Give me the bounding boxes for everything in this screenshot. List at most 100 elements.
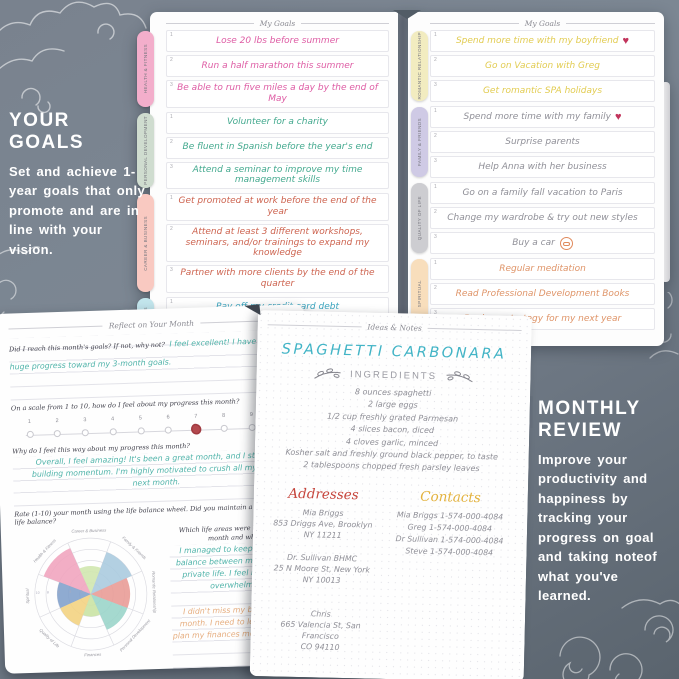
- addresses-column: Addresses Mia Briggs 853 Driggs Ave, Broo…: [260, 485, 383, 666]
- address-block: Dr. Sullivan BHMC 25 N Moore St, New York…: [273, 552, 371, 586]
- scale-dot: [109, 427, 117, 436]
- scale-item-4: 4: [105, 416, 122, 440]
- svg-text:10: 10: [36, 591, 40, 595]
- caption-body: Set and achieve 1-year goals that only p…: [9, 163, 146, 257]
- goal-row: 2 Attend at least 3 different workshops, …: [166, 223, 389, 263]
- goal-number: 1: [434, 184, 437, 190]
- ingredients-label: INGREDIENTS: [349, 368, 438, 382]
- scale-item-8: 8: [216, 412, 233, 436]
- goal-text: Surprise parents: [505, 136, 580, 147]
- ideas-notes-page: Ideas & Notes SPAGHETTI CARBONARA INGRED…: [249, 310, 532, 679]
- goal-text: Run a half marathon this summer: [201, 60, 354, 71]
- goal-section-family-friends: FAMILY & FRIENDS 1 Spend more time with my…: [411, 106, 655, 178]
- goal-number: 1: [434, 108, 437, 114]
- address-block: Chris 665 Valencia St, San Francisco CO 94…: [280, 608, 361, 653]
- scale-item-2: 2: [49, 418, 66, 442]
- goal-number: 1: [170, 32, 173, 38]
- goal-row: 1 Spend more time with my boyfriend ♥: [430, 30, 655, 52]
- goal-text: Be fluent in Spanish before the year's e…: [182, 142, 373, 153]
- goal-number: 1: [434, 260, 437, 266]
- goal-text: Be able to run five miles a day by the e…: [177, 83, 378, 104]
- scale-mark-icon: [190, 422, 203, 436]
- goal-row: 2 Go on Vacation with Greg: [430, 55, 655, 77]
- leaf-icon: [313, 368, 341, 379]
- goal-text: Attend a seminar to improve my time mana…: [192, 164, 363, 186]
- caption-title: MONTHLY REVIEW: [538, 398, 641, 441]
- spread-gutter: [398, 12, 408, 346]
- category-tab: ROMANTIC RELATIONSHIP: [411, 31, 428, 101]
- svg-text:Spiritual: Spiritual: [25, 587, 31, 603]
- goal-number: 2: [170, 138, 173, 145]
- address-block: Mia Briggs 853 Driggs Ave, Brooklyn NY 112…: [273, 507, 373, 541]
- goal-row: 2 Be fluent in Spanish before the year's …: [166, 136, 389, 159]
- page-title: Ideas & Notes: [268, 318, 522, 337]
- scale-item-1: 1: [21, 418, 38, 442]
- goal-section-spiritual: SPIRITUAL 1 Regular meditation 2 Read Profes…: [411, 258, 655, 330]
- goal-number: 2: [170, 225, 173, 232]
- goal-row: 2 Read Professional Development Books: [430, 283, 655, 305]
- goal-number: 1: [170, 298, 173, 305]
- goal-row: 2 Change my wardrobe & try out new styles: [430, 207, 655, 229]
- scale-dot: [220, 424, 228, 432]
- goal-number: 2: [434, 209, 437, 215]
- goal-text: Spend more time with my family: [463, 111, 611, 122]
- scale-dot: [26, 430, 34, 438]
- goal-number: 2: [170, 57, 173, 63]
- addresses-label: Addresses: [288, 485, 359, 504]
- goal-section-romantic-relationship: ROMANTIC RELATIONSHIP 1 Spend more time wi…: [411, 30, 655, 102]
- svg-text:Family & Friends: Family & Friends: [121, 535, 148, 561]
- goal-text: Volunteer for a charity: [226, 117, 329, 128]
- goal-number: 2: [434, 57, 437, 63]
- svg-text:Romantic Relationship: Romantic Relationship: [151, 571, 157, 614]
- svg-text:Career & Business: Career & Business: [71, 528, 107, 534]
- scale-number: 2: [55, 417, 59, 424]
- goal-text: Read Professional Development Books: [455, 288, 630, 299]
- goal-row: 3 Buy a car: [430, 232, 655, 254]
- goals-page-left: My Goals HEALTH & FITNESS 1 Lose 20 lbs be…: [137, 12, 398, 346]
- category-tab-label: ROMANTIC RELATIONSHIP: [417, 32, 422, 100]
- goal-row: 3 Attend a seminar to improve my time man…: [166, 161, 389, 190]
- goal-text: Go on a family fall vacation to Paris: [462, 187, 623, 198]
- page-title: My Goals: [430, 17, 655, 30]
- page-stack-edge: [661, 82, 670, 282]
- scale-dot: [137, 427, 145, 435]
- scale-dot: [164, 426, 173, 434]
- ingredients-list: 8 ounces spaghetti 2 large eggs 1/2 cup fr…: [280, 385, 505, 477]
- category-tab-label: QUALITY OF LIFE: [417, 195, 422, 241]
- caption-monthly-review: MONTHLY REVIEW Improve your productivity…: [538, 398, 676, 606]
- goal-number: 3: [170, 163, 173, 170]
- goal-number: 3: [170, 267, 173, 274]
- car-icon: [559, 236, 573, 250]
- goal-text: Lose 20 lbs before summer: [216, 35, 339, 46]
- category-tab: SPIRITUAL: [411, 259, 428, 329]
- page-title-text: My Goals: [259, 19, 296, 28]
- svg-text:Quality of Life: Quality of Life: [38, 628, 61, 650]
- scale-number: 3: [83, 416, 87, 424]
- contacts-column: Contacts Mia Briggs 1-574-000-4084 Greg 1…: [379, 488, 518, 669]
- scale-number: 4: [111, 416, 115, 423]
- category-tab-label: FAMILY & FRIENDS: [417, 117, 422, 167]
- goals-page-right: My Goals ROMANTIC RELATIONSHIP 1 Spend mor…: [408, 12, 664, 346]
- scale-item-7: 7: [188, 413, 205, 437]
- goals-spread: My Goals HEALTH & FITNESS 1 Lose 20 lbs be…: [137, 10, 670, 346]
- goal-number: 2: [434, 285, 437, 291]
- goal-row: 1 Spend more time with my family ♥: [430, 106, 655, 128]
- svg-text:Finances: Finances: [84, 652, 102, 658]
- svg-text:Health & Fitness: Health & Fitness: [32, 537, 57, 563]
- goal-number: 3: [434, 234, 437, 240]
- page-corner-fold: [244, 304, 261, 317]
- category-tab: CAREER & BUSINESS: [137, 194, 154, 292]
- page-title-text: Reflect on Your Month: [108, 318, 195, 331]
- goal-text: Buy a car: [512, 237, 555, 248]
- goal-row: 3 Be able to run five miles a day by the …: [166, 80, 389, 108]
- goal-row: 1 Regular meditation: [430, 258, 655, 280]
- goal-row: 2 Surprise parents: [430, 131, 655, 153]
- scale-dot: [81, 428, 89, 437]
- goal-number: 2: [434, 133, 437, 139]
- scale-number: 7: [194, 413, 198, 420]
- rating-scale: 12345678910: [21, 411, 288, 443]
- goal-section-quality-of-life: QUALITY OF LIFE 1 Go on a family fall vaca…: [411, 182, 655, 254]
- goal-number: 1: [434, 32, 437, 38]
- category-tab: HEALTH & FITNESS: [137, 31, 154, 107]
